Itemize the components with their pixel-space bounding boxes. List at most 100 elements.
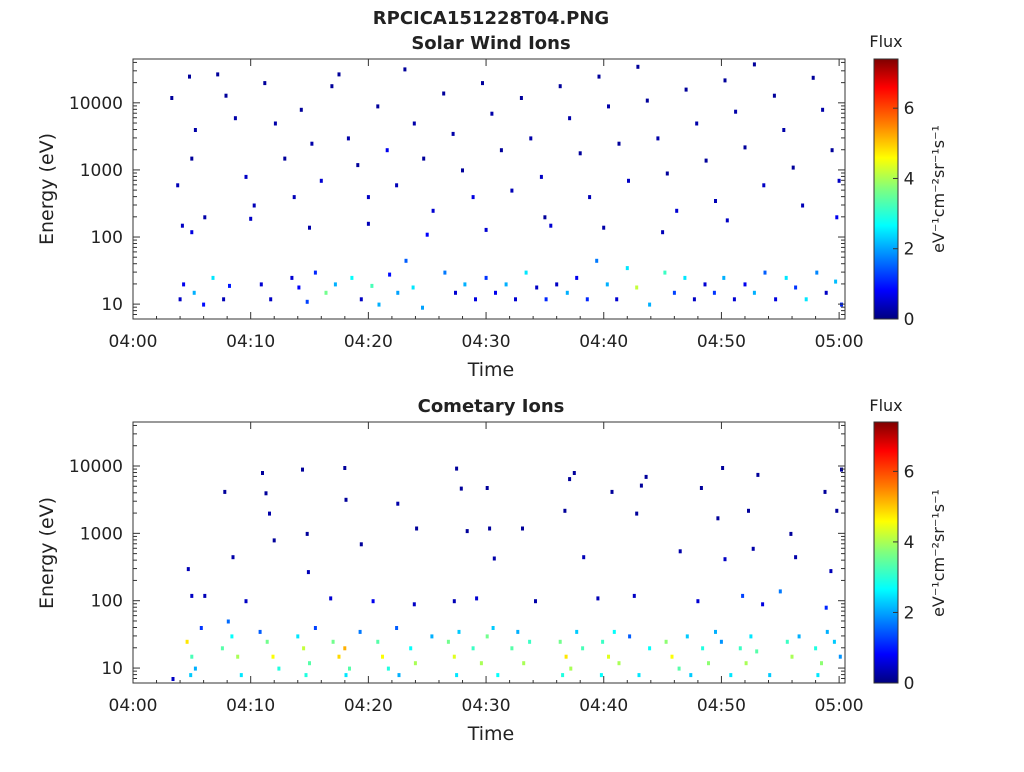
- data-point: [461, 168, 464, 173]
- data-point: [722, 275, 726, 280]
- data-point: [386, 666, 390, 671]
- data-point: [199, 626, 203, 630]
- y-tick-label: 1000: [80, 161, 123, 181]
- data-point: [403, 67, 407, 72]
- x-tick-label: 04:10: [226, 332, 275, 352]
- x-tick-label: 04:00: [109, 332, 158, 352]
- data-point: [549, 223, 553, 228]
- data-point: [343, 646, 347, 651]
- data-point: [455, 673, 459, 678]
- data-point: [534, 599, 537, 604]
- data-point: [202, 302, 206, 307]
- data-point: [344, 497, 348, 502]
- data-point: [561, 673, 565, 678]
- data-point: [599, 673, 603, 678]
- data-point: [171, 677, 175, 681]
- figure-title: RPCICA151228T04.PNG: [373, 8, 609, 29]
- data-point: [492, 556, 496, 561]
- data-point: [761, 602, 765, 607]
- data-point: [190, 156, 194, 161]
- data-point: [596, 596, 600, 601]
- data-point: [484, 227, 488, 232]
- plot-area-cometary: [132, 421, 846, 684]
- data-point: [301, 467, 304, 472]
- data-point: [454, 290, 457, 295]
- data-point: [835, 508, 839, 513]
- data-point: [371, 599, 375, 604]
- y-tick-label: 100: [91, 228, 123, 248]
- x-tick-label: 04:10: [226, 696, 275, 716]
- colorbar-solar-wind: [873, 58, 899, 320]
- y-ticks-cometary: 10 100 1000 10000: [69, 424, 845, 684]
- data-point: [840, 467, 843, 472]
- data-point: [230, 634, 234, 639]
- data-point: [801, 203, 805, 208]
- data-point: [714, 629, 717, 634]
- data-point: [699, 486, 703, 490]
- data-point: [499, 148, 503, 153]
- data-point: [656, 136, 660, 141]
- data-point: [729, 673, 733, 678]
- y-tick-label: 10000: [69, 457, 123, 477]
- data-point: [358, 629, 362, 634]
- data-point: [617, 661, 621, 666]
- data-point: [804, 297, 808, 302]
- y-ticks-solar-wind: 10 100 1000 10000: [69, 61, 845, 320]
- data-point: [178, 297, 182, 302]
- y-axis-label-solar-wind: Energy (eV): [36, 133, 58, 245]
- data-point: [329, 596, 333, 601]
- data-point: [612, 629, 616, 634]
- data-point: [701, 646, 705, 651]
- data-point: [696, 599, 700, 604]
- colorbar-tick-label: 2: [904, 240, 915, 260]
- data-point: [283, 156, 287, 161]
- data-point: [595, 258, 599, 263]
- data-point: [539, 174, 543, 179]
- x-tick-label: 04:50: [697, 332, 746, 352]
- colorbar-tick-label: 6: [904, 462, 915, 482]
- data-point: [268, 511, 271, 516]
- data-point: [452, 654, 456, 659]
- data-point: [269, 297, 273, 302]
- data-point: [190, 593, 194, 598]
- data-point: [211, 275, 215, 280]
- data-point: [442, 91, 446, 96]
- data-point: [747, 508, 750, 513]
- data-point: [838, 654, 842, 659]
- data-point: [412, 121, 416, 126]
- y-tick-label: 1000: [80, 524, 123, 544]
- data-point: [222, 297, 226, 302]
- data-point: [689, 673, 693, 678]
- data-point: [330, 84, 334, 89]
- data-point: [259, 282, 263, 287]
- data-point: [772, 93, 776, 98]
- x-tick-label: 04:00: [109, 696, 158, 716]
- colorbar-tick-label: 2: [904, 603, 915, 623]
- data-point: [582, 555, 586, 560]
- data-point: [474, 297, 477, 302]
- solar-wind-panel: Solar Wind Ions 10 100 1000 10000 04:00 04:1…: [36, 32, 948, 381]
- data-point: [496, 673, 500, 678]
- data-point: [585, 297, 589, 302]
- data-point: [459, 486, 463, 491]
- data-point: [504, 282, 508, 287]
- data-point: [712, 290, 716, 295]
- data-point: [455, 466, 459, 471]
- data-point: [244, 174, 248, 179]
- data-point: [820, 661, 823, 666]
- data-point: [308, 225, 311, 230]
- data-point: [252, 203, 256, 208]
- data-point: [324, 290, 328, 295]
- data-point: [356, 163, 360, 168]
- data-point: [601, 639, 605, 644]
- data-point: [228, 283, 231, 288]
- data-point: [774, 297, 778, 302]
- data-point: [203, 215, 207, 220]
- data-point: [396, 501, 400, 506]
- data-point: [558, 84, 562, 89]
- data-point: [224, 93, 228, 98]
- data-point: [575, 629, 579, 634]
- data-point: [343, 466, 347, 470]
